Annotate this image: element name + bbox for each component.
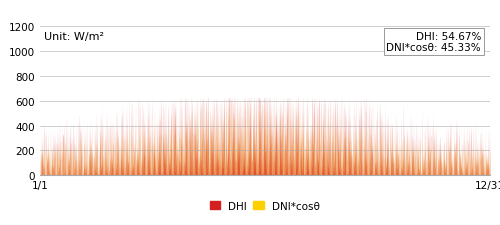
Text: DHI: 54.67%
DNI*cosθ: 45.33%: DHI: 54.67% DNI*cosθ: 45.33% [386, 32, 481, 53]
Text: Unit: W/m²: Unit: W/m² [44, 32, 104, 41]
Legend: DHI, DNI*cosθ: DHI, DNI*cosθ [206, 197, 324, 215]
